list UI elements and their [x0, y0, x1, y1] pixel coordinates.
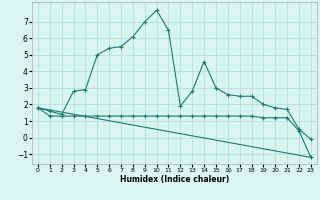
X-axis label: Humidex (Indice chaleur): Humidex (Indice chaleur) — [120, 175, 229, 184]
